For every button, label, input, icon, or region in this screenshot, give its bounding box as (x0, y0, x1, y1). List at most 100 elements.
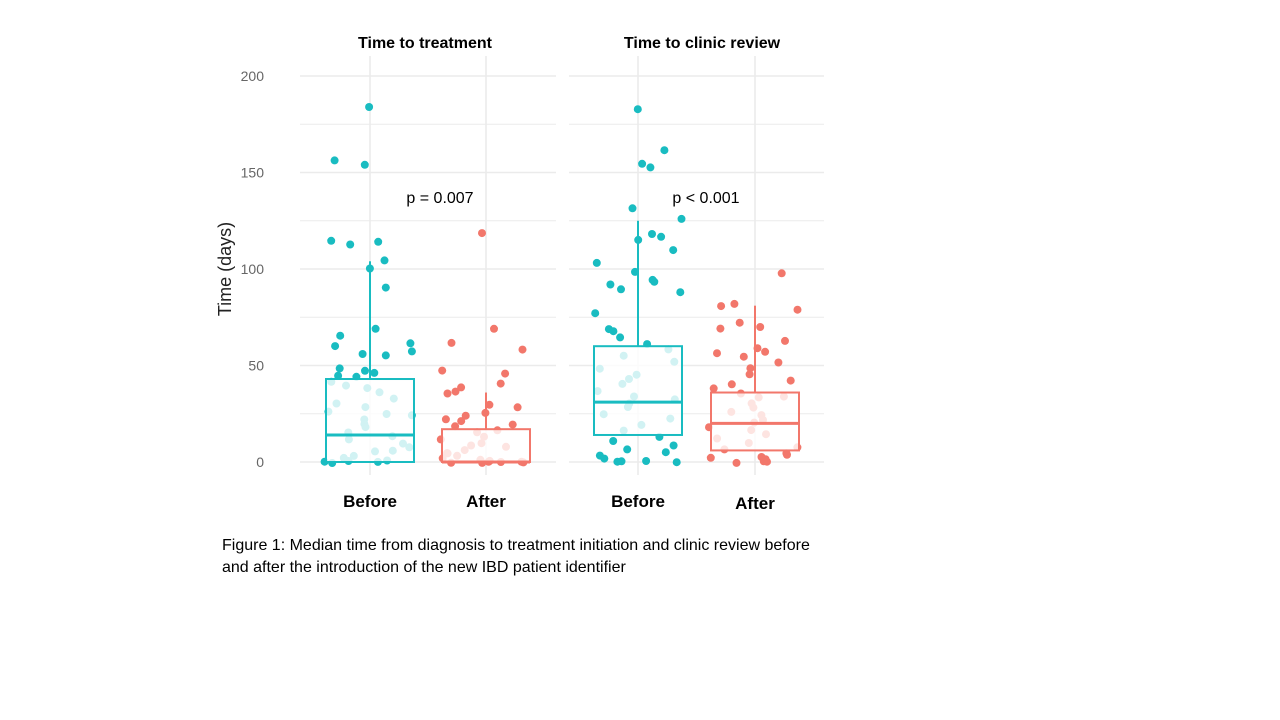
data-point (370, 368, 379, 377)
data-point (706, 453, 715, 462)
data-point (793, 305, 802, 314)
data-point (478, 229, 486, 238)
data-point (461, 411, 470, 420)
box-after (705, 269, 802, 467)
data-point (361, 366, 369, 375)
data-point (660, 146, 669, 155)
data-point (485, 400, 494, 409)
y-tick-label: 200 (241, 68, 265, 84)
p-value-annotation: p = 0.007 (406, 190, 473, 207)
data-point (358, 350, 367, 358)
data-point (457, 383, 466, 392)
data-point (657, 232, 666, 241)
data-point (756, 323, 765, 331)
data-point (360, 160, 369, 169)
panel-2: Time to clinic review Before After p < 0.00… (569, 35, 824, 513)
y-tick-label: 100 (241, 261, 265, 277)
data-point (761, 347, 770, 356)
data-point (633, 105, 642, 114)
box-after (436, 229, 531, 467)
box-iqr (441, 428, 531, 464)
data-point (591, 309, 600, 318)
data-point (774, 358, 783, 367)
data-point (513, 403, 522, 412)
data-point (745, 370, 754, 379)
data-point (407, 347, 416, 356)
data-point (490, 324, 498, 333)
data-point (746, 364, 755, 373)
x-category-label: After (735, 494, 775, 513)
data-point (331, 342, 340, 351)
data-point (646, 163, 655, 172)
data-point (677, 214, 686, 223)
data-point (739, 352, 748, 361)
p-value-annotation: p < 0.001 (672, 190, 739, 207)
data-point (371, 324, 380, 333)
chart-panels: 0 50 100 150 200 Time (days) Time to treatment… (215, 35, 824, 513)
y-tick-label: 0 (256, 454, 264, 470)
caption-line-2: and after the introduction of the new IB… (222, 559, 626, 576)
box-iqr (710, 391, 800, 452)
panel-title: Time to treatment (358, 35, 493, 52)
y-tick-label: 150 (241, 165, 265, 181)
box-iqr (325, 378, 415, 464)
data-point (336, 331, 345, 340)
data-point (327, 236, 336, 245)
data-point (713, 349, 721, 358)
data-point (374, 237, 383, 246)
x-category-label: Before (611, 492, 665, 511)
box-iqr (593, 345, 683, 436)
data-point (518, 345, 527, 354)
y-tick-label: 50 (248, 358, 264, 374)
data-point (783, 450, 791, 459)
data-point (732, 458, 741, 467)
caption-line-1: Figure 1: Median time from diagnosis to … (222, 537, 810, 554)
data-point (716, 324, 725, 333)
data-point (616, 333, 625, 342)
data-point (609, 437, 618, 445)
data-point (438, 366, 447, 375)
data-point (330, 156, 339, 165)
data-point (781, 336, 789, 345)
box-before (320, 103, 416, 467)
data-point (457, 417, 466, 426)
data-point (672, 458, 681, 467)
data-point (600, 454, 609, 463)
data-point (730, 299, 739, 308)
data-point (617, 457, 626, 466)
data-point (365, 103, 374, 111)
data-point (777, 269, 786, 278)
data-point (447, 338, 456, 347)
data-point (759, 457, 768, 466)
data-point (669, 246, 678, 255)
data-point (628, 204, 637, 213)
data-point (592, 258, 601, 267)
box-before (591, 105, 686, 467)
panel-1: 0 50 100 150 200 Time (days) Time to treatment… (215, 35, 556, 511)
data-point (508, 420, 517, 429)
data-point (709, 384, 718, 393)
data-point (496, 379, 505, 388)
data-point (648, 230, 656, 238)
x-category-label: Before (343, 492, 397, 511)
figure-caption: Figure 1: Median time from diagnosis to … (222, 535, 922, 579)
data-point (623, 445, 632, 454)
data-point (617, 285, 625, 294)
data-point (501, 369, 510, 378)
data-point (606, 280, 615, 289)
data-point (381, 283, 390, 292)
data-point (381, 351, 390, 360)
data-point (727, 380, 736, 389)
data-point (443, 389, 452, 398)
data-point (609, 327, 618, 336)
data-point (406, 339, 415, 348)
data-point (335, 364, 344, 373)
data-point (717, 302, 726, 311)
data-point (441, 415, 450, 424)
data-point (334, 371, 343, 380)
data-point (380, 256, 389, 265)
data-point (661, 448, 670, 457)
data-point (642, 457, 651, 465)
data-point (346, 240, 355, 249)
